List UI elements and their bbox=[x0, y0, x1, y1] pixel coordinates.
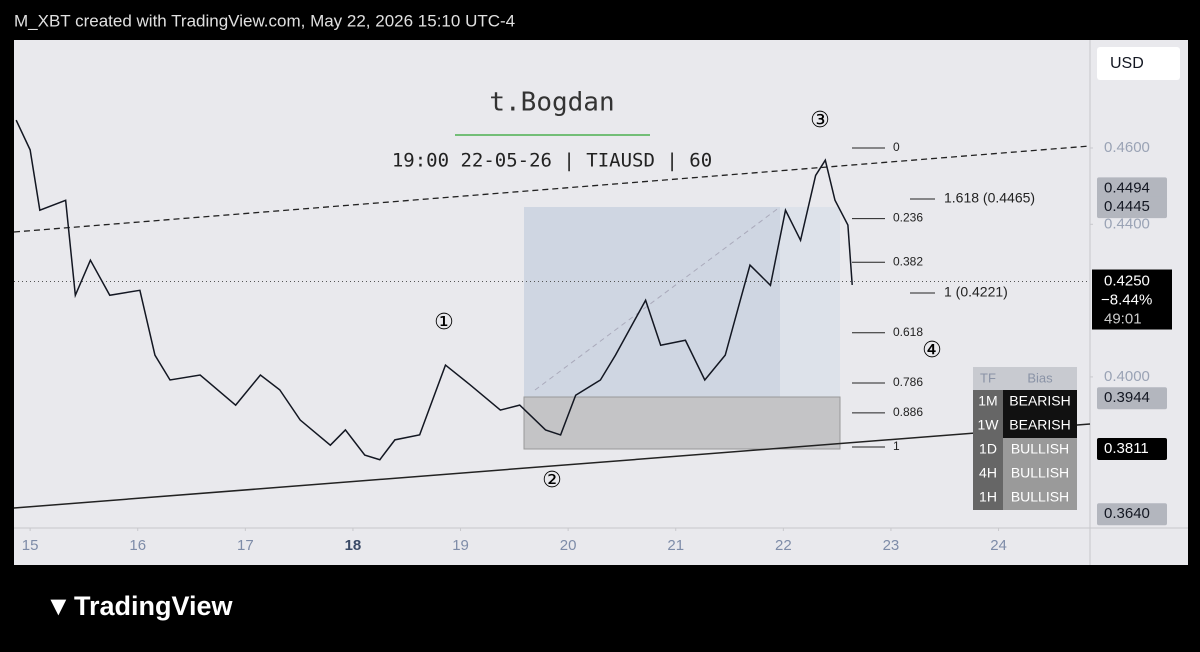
x-tick-label: 18 bbox=[345, 537, 362, 554]
fib-label: 0.382 bbox=[893, 254, 923, 268]
x-tick-label: 20 bbox=[560, 537, 577, 554]
bias-cell bbox=[1003, 414, 1077, 438]
bias-text: BEARISH bbox=[1009, 417, 1070, 433]
stop-box bbox=[523, 396, 841, 450]
x-tick-label: 24 bbox=[990, 537, 1007, 554]
tf-text: 1H bbox=[979, 489, 997, 505]
wave-label: ① bbox=[434, 310, 454, 335]
x-tick-label: 19 bbox=[452, 537, 469, 554]
x-tick-label: 17 bbox=[237, 537, 254, 554]
currency-button[interactable] bbox=[1097, 47, 1180, 80]
price-badge-label: 0.3640 bbox=[1104, 505, 1150, 522]
price-badge-label: 0.3944 bbox=[1104, 389, 1150, 406]
wave-label: ④ bbox=[922, 338, 942, 363]
fib-label: 1 bbox=[893, 439, 900, 453]
y-tick-label: 0.4400 bbox=[1104, 215, 1150, 232]
price-badge-label: 0.3811 bbox=[1104, 440, 1149, 457]
tf-text: 1M bbox=[978, 393, 997, 409]
current-badge bbox=[1092, 269, 1172, 330]
price-line bbox=[15, 119, 853, 461]
price-badge bbox=[1097, 503, 1167, 526]
subtitle: 19:00 22-05-26 | TIAUSD | 60 bbox=[392, 150, 712, 172]
countdown: 49:01 bbox=[1104, 310, 1142, 327]
fib-label: 0.236 bbox=[893, 211, 923, 225]
price-badge-label: 0.4445 bbox=[1104, 198, 1150, 215]
wave-label: ③ bbox=[810, 108, 830, 133]
extension-label: 1.618 (0.4465) bbox=[944, 190, 1035, 206]
bias-cell bbox=[1003, 390, 1077, 414]
bias-table: TF Bias 1M BEARISH 1W BEARISH 1D BULLISH 4H BUL… bbox=[973, 367, 1077, 510]
tf-text: 1D bbox=[979, 441, 997, 457]
bias-cell bbox=[1003, 462, 1077, 486]
bias-cell bbox=[1003, 486, 1077, 510]
x-tick-label: 22 bbox=[775, 537, 792, 554]
tf-cell bbox=[973, 390, 1003, 414]
current-price: 0.4250 bbox=[1104, 272, 1150, 289]
fib-label: 0 bbox=[893, 140, 900, 154]
price-badge bbox=[1097, 438, 1167, 461]
x-tick-label: 21 bbox=[667, 537, 684, 554]
brand-icon: ▼ bbox=[45, 591, 72, 621]
price-badge bbox=[1097, 196, 1167, 219]
x-tick-label: 15 bbox=[22, 537, 39, 554]
table-header-text: Bias bbox=[1027, 370, 1053, 385]
current-change: −8.44% bbox=[1101, 291, 1152, 308]
tf-text: 4H bbox=[979, 465, 997, 481]
tf-cell bbox=[973, 414, 1003, 438]
currency: USD bbox=[1110, 55, 1144, 72]
x-tick-label: 16 bbox=[129, 537, 146, 554]
trendline-lower bbox=[13, 423, 1091, 509]
tf-cell bbox=[973, 486, 1003, 510]
target-box-ext bbox=[780, 207, 840, 397]
extension-label: 1 (0.4221) bbox=[944, 284, 1008, 300]
title: t.Bogdan bbox=[489, 88, 614, 118]
price-badge bbox=[1097, 177, 1167, 200]
tf-cell bbox=[973, 462, 1003, 486]
tf-text: 1W bbox=[978, 417, 1000, 433]
fib-label: 0.786 bbox=[893, 375, 923, 389]
bias-cell bbox=[1003, 438, 1077, 462]
wave-label: ② bbox=[542, 468, 562, 493]
diagonal bbox=[534, 206, 781, 391]
bias-text: BEARISH bbox=[1009, 393, 1070, 409]
bias-text: BULLISH bbox=[1011, 465, 1069, 481]
bias-text: BULLISH bbox=[1011, 441, 1069, 457]
y-tick-label: 0.4000 bbox=[1104, 368, 1150, 385]
price-badge-label: 0.4494 bbox=[1104, 179, 1150, 196]
header: M_XBT created with TradingView.com, May … bbox=[14, 11, 515, 30]
price-badge bbox=[1097, 387, 1167, 410]
fib-label: 0.886 bbox=[893, 405, 923, 419]
x-tick-label: 23 bbox=[883, 537, 900, 554]
bias-text: BULLISH bbox=[1011, 489, 1069, 505]
brand: TradingView bbox=[74, 591, 234, 621]
y-tick-label: 0.4600 bbox=[1104, 139, 1150, 156]
table-header bbox=[973, 367, 1077, 390]
tf-cell bbox=[973, 438, 1003, 462]
fib-label: 0.618 bbox=[893, 325, 923, 339]
table-header-text: TF bbox=[980, 370, 996, 385]
